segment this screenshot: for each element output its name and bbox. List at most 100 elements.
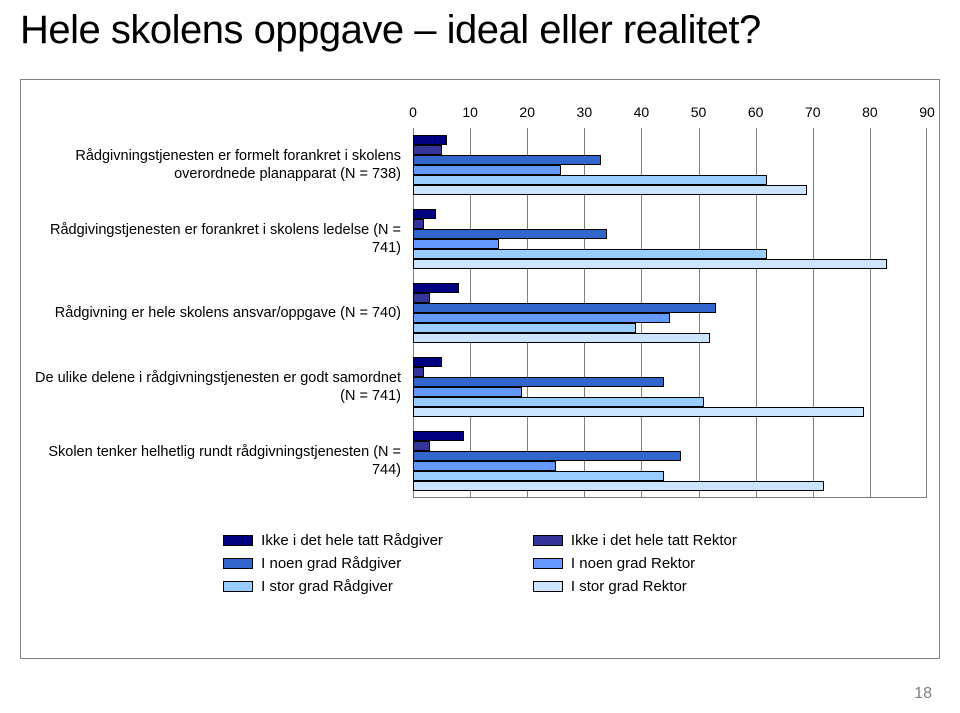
bar-ikke_radgiver — [413, 431, 464, 441]
bar-ikke_rektor — [413, 293, 430, 303]
bar-wrap — [413, 259, 927, 269]
bar-wrap — [413, 219, 927, 229]
bar-wrap — [413, 397, 927, 407]
bar-ikke_rektor — [413, 367, 424, 377]
legend-column: Ikke i det hele tatt Rådgiver I noen grad… — [223, 532, 443, 595]
bar-noen_rektor — [413, 461, 556, 471]
bar-noen_radgiver — [413, 451, 681, 461]
bar-stor_radgiver — [413, 397, 704, 407]
bar-wrap — [413, 367, 927, 377]
bar-wrap — [413, 165, 927, 175]
bar-wrap — [413, 377, 927, 387]
x-tick: 80 — [862, 104, 878, 120]
legend-swatch — [533, 535, 563, 546]
legend-label: I stor grad Rektor — [571, 578, 687, 595]
bar-stor_radgiver — [413, 471, 664, 481]
bar-ikke_rektor — [413, 219, 424, 229]
x-tick: 10 — [462, 104, 478, 120]
page-number: 18 — [914, 685, 932, 703]
bar-wrap — [413, 239, 927, 249]
slide-page: Hele skolens oppgave – ideal eller reali… — [0, 0, 960, 713]
bar-ikke_radgiver — [413, 283, 459, 293]
bar-ikke_rektor — [413, 441, 430, 451]
x-tick: 50 — [691, 104, 707, 120]
bar-wrap — [413, 441, 927, 451]
chart-frame: Rådgivningstjenesten er formelt forankre… — [20, 79, 940, 659]
bar-noen_radgiver — [413, 303, 716, 313]
category-label: De ulike delene i rådgivningstjenesten e… — [33, 350, 405, 424]
bar-wrap — [413, 333, 927, 343]
category-label: Rådgivning er hele skolens ansvar/oppgav… — [33, 276, 405, 350]
bar-stor_rektor — [413, 481, 824, 491]
legend-swatch — [223, 581, 253, 592]
bar-wrap — [413, 407, 927, 417]
legend-column: Ikke i det hele tatt Rektor I noen grad R… — [533, 532, 737, 595]
bar-wrap — [413, 357, 927, 367]
category-label: Rådgivningstjenesten er formelt forankre… — [33, 128, 405, 202]
chart-body: Rådgivningstjenesten er formelt forankre… — [33, 104, 927, 498]
bar-stor_rektor — [413, 185, 807, 195]
bar-wrap — [413, 451, 927, 461]
legend-label: I noen grad Rådgiver — [261, 555, 401, 572]
bar-wrap — [413, 323, 927, 333]
x-tick: 70 — [805, 104, 821, 120]
bar-stor_rektor — [413, 333, 710, 343]
legend-swatch — [533, 581, 563, 592]
bar-group — [413, 350, 927, 424]
legend-item: I noen grad Rådgiver — [223, 555, 443, 572]
bar-wrap — [413, 471, 927, 481]
bar-stor_rektor — [413, 407, 864, 417]
legend-item: I stor grad Rådgiver — [223, 578, 443, 595]
bar-noen_radgiver — [413, 377, 664, 387]
legend-label: I noen grad Rektor — [571, 555, 695, 572]
bar-wrap — [413, 249, 927, 259]
legend-item: I noen grad Rektor — [533, 555, 737, 572]
bar-wrap — [413, 155, 927, 165]
bar-ikke_radgiver — [413, 209, 436, 219]
page-title: Hele skolens oppgave – ideal eller reali… — [20, 8, 940, 53]
bar-stor_radgiver — [413, 323, 636, 333]
bar-group — [413, 276, 927, 350]
legend-swatch — [533, 558, 563, 569]
legend-label: Ikke i det hele tatt Rådgiver — [261, 532, 443, 549]
bar-wrap — [413, 431, 927, 441]
x-tick: 60 — [748, 104, 764, 120]
bar-groups — [413, 128, 927, 498]
legend-label: I stor grad Rådgiver — [261, 578, 393, 595]
plot-column: 0102030405060708090 — [413, 104, 927, 498]
x-tick: 40 — [634, 104, 650, 120]
bar-ikke_radgiver — [413, 357, 442, 367]
bar-group — [413, 128, 927, 202]
bar-wrap — [413, 387, 927, 397]
bar-group — [413, 202, 927, 276]
category-label: Rådgivingstjenesten er forankret i skole… — [33, 202, 405, 276]
bar-wrap — [413, 313, 927, 323]
category-label: Skolen tenker helhetlig rundt rådgivning… — [33, 424, 405, 498]
bar-wrap — [413, 185, 927, 195]
legend-item: Ikke i det hele tatt Rektor — [533, 532, 737, 549]
legend-label: Ikke i det hele tatt Rektor — [571, 532, 737, 549]
bar-wrap — [413, 175, 927, 185]
bar-wrap — [413, 135, 927, 145]
bar-wrap — [413, 145, 927, 155]
legend-swatch — [223, 558, 253, 569]
legend-swatch — [223, 535, 253, 546]
legend: Ikke i det hele tatt Rådgiver I noen grad… — [33, 532, 927, 595]
bar-group — [413, 424, 927, 498]
bar-noen_rektor — [413, 165, 561, 175]
bar-ikke_rektor — [413, 145, 442, 155]
bar-wrap — [413, 229, 927, 239]
x-tick: 90 — [919, 104, 935, 120]
category-labels-column: Rådgivningstjenesten er formelt forankre… — [33, 104, 413, 498]
legend-item: Ikke i det hele tatt Rådgiver — [223, 532, 443, 549]
bar-wrap — [413, 303, 927, 313]
bar-noen_rektor — [413, 387, 522, 397]
bar-wrap — [413, 481, 927, 491]
bar-wrap — [413, 461, 927, 471]
bar-wrap — [413, 209, 927, 219]
bar-noen_rektor — [413, 239, 499, 249]
bar-wrap — [413, 293, 927, 303]
bar-noen_radgiver — [413, 229, 607, 239]
bar-stor_radgiver — [413, 175, 767, 185]
legend-item: I stor grad Rektor — [533, 578, 737, 595]
